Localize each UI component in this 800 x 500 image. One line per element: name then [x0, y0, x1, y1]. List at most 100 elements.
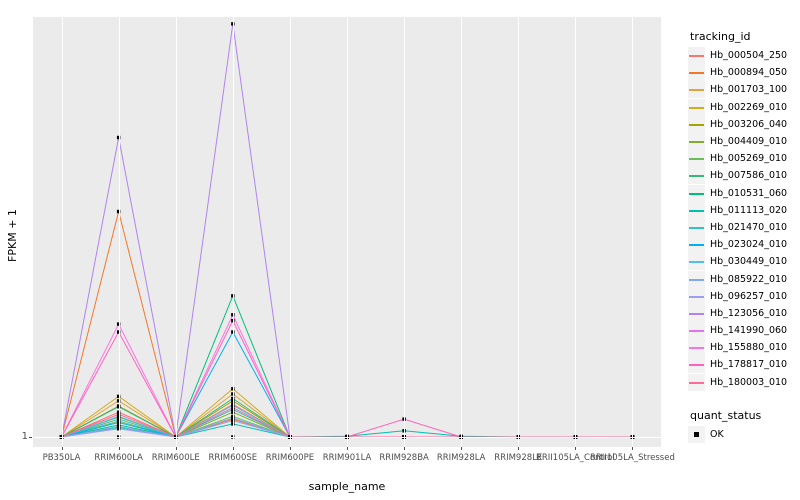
- x-axis-tick-mark: [232, 447, 234, 450]
- y-axis-title: FPKM + 1: [2, 0, 22, 470]
- vertical-gridline: [175, 17, 177, 447]
- legend-item-label: Hb_007586_010: [710, 170, 788, 182]
- legend-color-swatch-icon: [688, 236, 705, 254]
- x-axis-tick-label: RRIM928LE: [494, 453, 543, 463]
- legend-color-swatch-icon: [688, 47, 705, 65]
- legend-item-hb_155880_010[interactable]: Hb_155880_010: [688, 339, 800, 357]
- legend-item-label: Hb_180003_010: [710, 376, 788, 388]
- vertical-gridline: [289, 17, 291, 447]
- horizontal-gridline: [33, 437, 661, 438]
- legend-item-label: Hb_001703_100: [710, 84, 788, 96]
- legend-item-hb_085922_010[interactable]: Hb_085922_010: [688, 270, 800, 288]
- vertical-gridline: [347, 17, 348, 447]
- legend-item-hb_000894_050[interactable]: Hb_000894_050: [688, 64, 800, 82]
- legend-item-hb_000504_250[interactable]: Hb_000504_250: [688, 47, 800, 65]
- vertical-gridline: [461, 17, 463, 447]
- x-axis-tick-mark: [61, 447, 63, 450]
- legend-item-hb_141990_060[interactable]: Hb_141990_060: [688, 322, 800, 340]
- legend-item-hb_004409_010[interactable]: Hb_004409_010: [688, 133, 800, 151]
- x-axis-tick-mark: [404, 447, 406, 450]
- legend-item-hb_180003_010[interactable]: Hb_180003_010: [688, 373, 800, 391]
- legend-item-hb_178817_010[interactable]: Hb_178817_010: [688, 356, 800, 374]
- legend-item-hb_003206_040[interactable]: Hb_003206_040: [688, 115, 800, 133]
- legend-color-swatch-icon: [688, 150, 705, 168]
- legend-item-label: OK: [710, 428, 724, 440]
- legend-color-swatch-icon: [688, 253, 705, 271]
- x-axis-tick-label: RRIM600PE: [265, 453, 315, 463]
- x-axis-tick-label: RRIM600LA: [94, 453, 143, 463]
- legend-color-swatch-icon: [688, 270, 705, 288]
- legend-color-swatch-icon: [688, 218, 705, 236]
- legend-item-hb_123056_010[interactable]: Hb_123056_010: [688, 304, 800, 322]
- legend-item-label: Hb_023024_010: [710, 239, 788, 251]
- legend-color-swatch-icon: [688, 287, 705, 305]
- legend-item-label: Hb_011113_020: [710, 204, 788, 216]
- legend-item-ok[interactable]: OK: [688, 425, 800, 443]
- legend-item-hb_005269_010[interactable]: Hb_005269_010: [688, 150, 800, 168]
- legend-item-hb_001703_100[interactable]: Hb_001703_100: [688, 81, 800, 99]
- legend-item-hb_010531_060[interactable]: Hb_010531_060: [688, 184, 800, 202]
- vertical-gridline: [632, 17, 634, 447]
- legend-color-swatch-icon: [688, 304, 705, 322]
- legend-color-swatch-icon: [688, 184, 705, 202]
- plot-panel: [33, 17, 661, 447]
- legend-item-hb_007586_010[interactable]: Hb_007586_010: [688, 167, 800, 185]
- legend-item-label: Hb_085922_010: [710, 273, 788, 285]
- legend-item-label: Hb_096257_010: [710, 290, 788, 302]
- y-axis-title-label: FPKM + 1: [5, 208, 19, 262]
- legend-item-hb_096257_010[interactable]: Hb_096257_010: [688, 287, 800, 305]
- legend-item-hb_021470_010[interactable]: Hb_021470_010: [688, 218, 800, 236]
- vertical-gridline: [404, 17, 406, 447]
- legend: tracking_id Hb_000504_250 Hb_000894_050 Hb…: [688, 30, 800, 443]
- legend-color-swatch-icon: [688, 373, 705, 391]
- x-axis-tick-mark: [289, 447, 291, 450]
- x-axis-tick-mark: [175, 447, 177, 450]
- x-axis-tick-label: RRII105LA_Control: [535, 453, 615, 463]
- x-axis-tick-label: RRII105LA_Stressed: [590, 453, 675, 463]
- legend-color-swatch-icon: [688, 339, 705, 357]
- legend-item-label: Hb_000894_050: [710, 67, 788, 79]
- legend-color-swatch-icon: [688, 81, 705, 99]
- x-axis-tick-label: RRIM600LE: [151, 453, 200, 463]
- legend-color-swatch-icon: [688, 115, 705, 133]
- legend-color-swatch-icon: [688, 167, 705, 185]
- vertical-gridline: [118, 17, 120, 447]
- data-point-marker: [345, 435, 349, 439]
- x-axis-tick-label: RRIM901LA: [322, 453, 372, 463]
- legend-item-label: Hb_178817_010: [710, 359, 788, 371]
- legend-color-swatch-icon: [688, 98, 705, 116]
- legend-item-hb_011113_020[interactable]: Hb_011113_020: [688, 201, 800, 219]
- legend-item-label: Hb_002269_010: [710, 101, 788, 113]
- legend-item-label: Hb_000504_250: [710, 50, 788, 62]
- x-axis-tick-mark: [632, 447, 634, 450]
- x-axis-tick-label: RRIM600SE: [208, 453, 258, 463]
- square-point-marker-icon: [688, 425, 705, 443]
- y-axis-tick-mark: [29, 437, 32, 438]
- legend-item-label: Hb_004409_010: [710, 136, 788, 148]
- legend-color-swatch-icon: [688, 133, 705, 151]
- legend-item-label: Hb_155880_010: [710, 342, 788, 354]
- legend-group-quant-status: OK: [688, 425, 800, 443]
- legend-title-tracking-id: tracking_id: [690, 30, 751, 43]
- vertical-gridline: [518, 17, 520, 447]
- x-axis-tick-mark: [518, 447, 520, 450]
- legend-item-label: Hb_005269_010: [710, 153, 788, 165]
- x-axis-tick-mark: [118, 447, 120, 450]
- legend-color-swatch-icon: [688, 356, 705, 374]
- legend-item-label: Hb_021470_010: [710, 221, 788, 233]
- x-axis-tick-mark: [461, 447, 463, 450]
- x-axis-tick-label: RRIM928LA: [436, 453, 486, 463]
- y-axis-tick-label: 1: [21, 431, 28, 442]
- legend-item-label: Hb_010531_060: [710, 187, 788, 199]
- legend-item-hb_023024_010[interactable]: Hb_023024_010: [688, 236, 800, 254]
- x-axis-tick-mark: [575, 447, 577, 450]
- legend-item-hb_030449_010[interactable]: Hb_030449_010: [688, 253, 800, 271]
- legend-color-swatch-icon: [688, 64, 705, 82]
- legend-item-hb_002269_010[interactable]: Hb_002269_010: [688, 98, 800, 116]
- legend-group-tracking-id: Hb_000504_250 Hb_000894_050 Hb_001703_100 H…: [688, 47, 800, 391]
- x-axis-tick-label: RRIM928BA: [379, 453, 429, 463]
- legend-color-swatch-icon: [688, 322, 705, 340]
- x-axis-tick-mark: [347, 447, 348, 450]
- legend-item-label: Hb_003206_040: [710, 118, 788, 130]
